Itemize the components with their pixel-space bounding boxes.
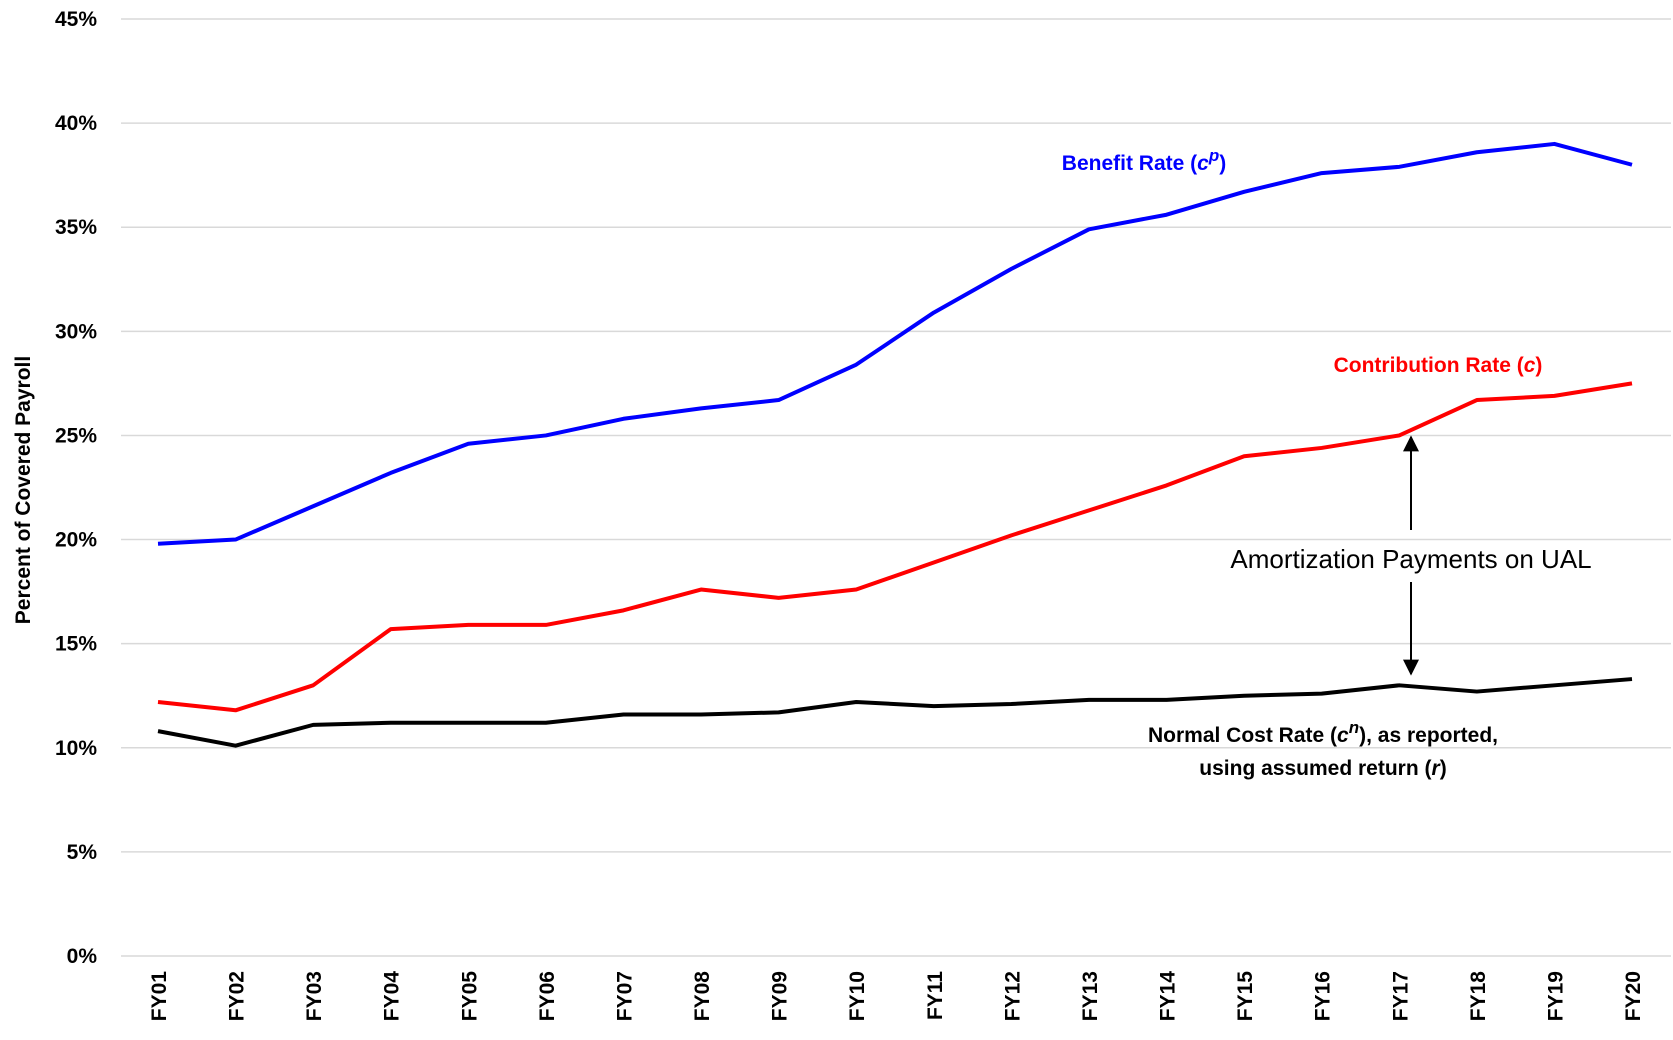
y-tick-label: 0% [67, 945, 98, 968]
y-tick-label: 35% [55, 216, 97, 239]
series-label: using assumed return (r) [1199, 757, 1446, 780]
label-part: ) [1535, 354, 1542, 377]
label-part: ) [1440, 757, 1447, 780]
label-part: ) [1219, 152, 1226, 175]
series-label: Benefit Rate (cp) [1062, 146, 1226, 175]
x-tick-label: FY20 [1622, 971, 1645, 1021]
x-tick-label: FY02 [226, 971, 249, 1021]
y-tick-label: 20% [55, 529, 97, 552]
x-tick-label: FY11 [924, 971, 947, 1020]
x-tick-label: FY15 [1234, 971, 1257, 1022]
y-axis-title: Percent of Covered Payroll [12, 356, 35, 624]
x-tick-label: FY09 [769, 971, 792, 1021]
series-line [157, 677, 1633, 748]
label-part: c [1337, 724, 1349, 747]
y-tick-label: 15% [55, 633, 97, 656]
label-part: c [1197, 152, 1209, 175]
x-tick-label: FY10 [846, 971, 869, 1021]
x-tick-label: FY03 [303, 971, 326, 1021]
y-tick-label: 5% [67, 841, 98, 864]
x-tick-label: FY13 [1079, 971, 1102, 1021]
label-part: p [1208, 146, 1219, 165]
series-label: Contribution Rate (c) [1334, 354, 1543, 377]
label-part: Normal Cost Rate ( [1148, 724, 1337, 747]
series-line [157, 381, 1633, 713]
label-part: Benefit Rate ( [1062, 152, 1197, 175]
label-part: r [1432, 757, 1442, 780]
x-tick-label: FY19 [1544, 971, 1567, 1021]
y-tick-label: 45% [55, 8, 97, 31]
label-part: ), as reported, [1359, 724, 1498, 747]
series-label: Normal Cost Rate (cn), as reported, [1148, 718, 1498, 747]
x-tick-label: FY18 [1467, 971, 1490, 1022]
annotation: Amortization Payments on UAL [1230, 544, 1591, 574]
x-tick-label: FY08 [691, 971, 714, 1022]
x-tick-label: FY05 [458, 971, 481, 1022]
x-tick-label: FY06 [536, 971, 559, 1021]
label-part: c [1524, 354, 1536, 377]
label-part: n [1349, 718, 1359, 737]
y-tick-label: 10% [55, 737, 97, 760]
label-part: using assumed return ( [1199, 757, 1431, 780]
y-tick-label: 40% [55, 112, 97, 135]
x-tick-label: FY16 [1312, 971, 1335, 1021]
x-tick-label: FY01 [148, 971, 171, 1022]
y-tick-label: 25% [55, 424, 97, 447]
x-tick-label: FY04 [381, 971, 404, 1022]
x-tick-label: FY07 [613, 971, 636, 1021]
label-part: Contribution Rate ( [1334, 354, 1524, 377]
y-tick-label: 30% [55, 320, 97, 343]
x-tick-label: FY17 [1389, 971, 1412, 1021]
series-line [157, 141, 1633, 546]
x-tick-label: FY12 [1001, 971, 1024, 1021]
x-tick-label: FY14 [1157, 971, 1180, 1022]
